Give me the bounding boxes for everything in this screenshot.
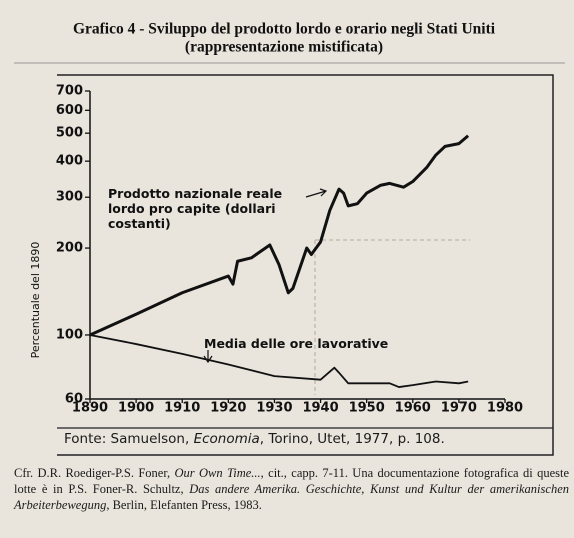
text-part: Cfr. D.R. Roediger-P.S. Foner, [14,466,175,480]
x-tick-label: 1920 [210,401,246,416]
y-tick-label: 600 [56,103,83,118]
text-part: , cit., capp. 7-11. Una documentazione f… [14,466,570,496]
y-axis-label: Percentuale del 1890 [29,242,42,359]
y-tick-label: 300 [56,190,83,205]
source: Fonte: Samuelson, Economia, Torino, Utet… [64,431,445,447]
text-part: , Torino, Utet, 1977, p. 108. [259,431,445,447]
x-tick-label: 1950 [349,401,385,416]
x-tick-label: 1930 [256,401,292,416]
text-part: Fonte: Samuelson, [64,431,194,447]
annotation-arrow [305,188,328,198]
x-tick-label: 1910 [164,401,200,416]
series-line [89,334,469,388]
text-part: Our Own Time... [174,466,261,480]
text-part: Economia [193,431,260,447]
y-tick-label: 100 [56,327,83,342]
footnote: Cfr. D.R. Roediger-P.S. Foner, Our Own T… [14,465,569,513]
chart-subtitle: (rappresentazione mistificata) [185,39,383,56]
x-tick-label: 1980 [487,401,523,416]
y-tick-label: 60 [65,392,83,407]
x-tick-label: 1900 [118,401,154,416]
series-line [89,134,470,337]
text-part: , Berlin, Elefanten Press, 1983. [106,498,262,512]
y-tick-label: 500 [56,126,83,141]
x-tick-label: 1940 [302,401,338,416]
x-tick-label: 1890 [72,401,108,416]
text-part: Das andere Amerika. Geschichte, Kunst un… [14,482,569,512]
y-tick-label: 200 [56,241,83,256]
y-tick-label: 400 [56,154,83,169]
x-tick-label: 1970 [441,401,477,416]
y-tick-label: 700 [56,84,83,99]
annotation: Media delle ore lavorative [204,336,389,351]
x-tick-label: 1960 [395,401,431,416]
frame [57,74,554,456]
annotation: Prodotto nazionale reale lordo pro capit… [108,186,283,231]
decoration [314,239,470,395]
chart-title: Grafico 4 - Sviluppo del prodotto lordo … [73,21,496,38]
